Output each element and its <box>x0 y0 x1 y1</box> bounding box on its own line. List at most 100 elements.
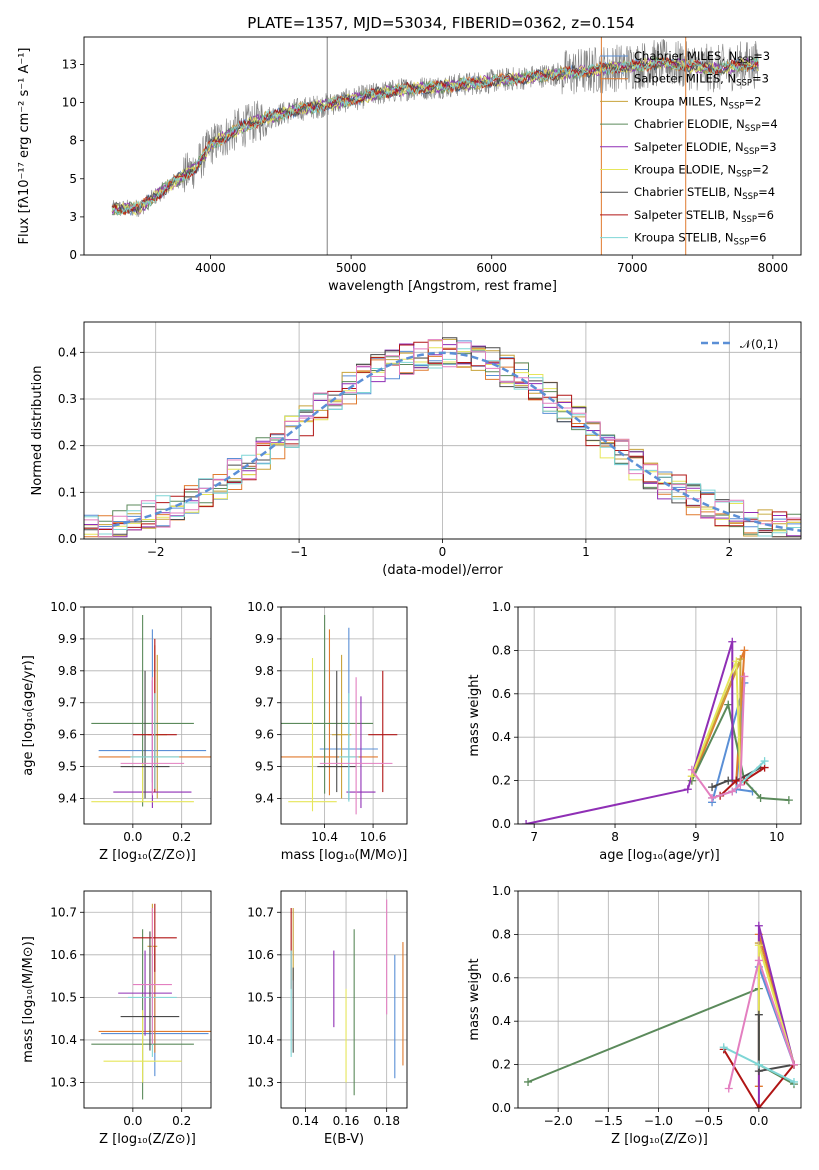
legend-label-text: Kroupa STELIB, N <box>634 231 734 245</box>
x-tick-label: 0.2 <box>172 1114 191 1128</box>
x-tick-label: −2 <box>147 545 165 559</box>
spectrum-xlabel: wavelength [Angstrom, rest frame] <box>328 279 557 294</box>
plus-marker <box>732 657 741 666</box>
mass-weight-vs-age-plot <box>522 637 793 824</box>
x-tick-label: −0.5 <box>694 1114 723 1128</box>
legend-label-text: Salpeter ELODIE, N <box>634 140 744 154</box>
y-tick-label: 0.4 <box>492 730 511 744</box>
mass-vs-Z-plot <box>91 903 211 1100</box>
y-tick-label: 0.4 <box>492 1014 511 1028</box>
age-vs-mass-frame <box>280 606 408 825</box>
plus-marker <box>683 785 692 794</box>
legend-label-suffix: =4 <box>758 185 775 199</box>
residual-histogram-xlabel: (data-model)/error <box>382 563 503 578</box>
gaussian-legend-label: 𝒩(0,1) <box>740 337 778 351</box>
mass-weight-vs-age-frame <box>517 606 802 825</box>
x-tick-label: 6000 <box>476 261 507 275</box>
legend-label-sub: SSP <box>729 101 745 111</box>
legend-label-suffix: =4 <box>761 117 778 131</box>
histogram-step <box>84 348 801 537</box>
x-tick-label: 7000 <box>617 261 648 275</box>
x-tick-label: 2 <box>725 545 733 559</box>
mass-vs-EBV-axes: 0.14 0.16 0.18 10.3 10.4 10.5 10.6 10.7 <box>247 891 407 1128</box>
plus-marker <box>728 637 737 646</box>
y-tick-label: 9.8 <box>58 664 77 678</box>
legend-label-sub: SSP <box>741 215 757 225</box>
y-tick-label: 10.4 <box>50 1033 77 1047</box>
plus-marker <box>724 1084 733 1093</box>
plus-marker <box>719 1043 728 1052</box>
legend-label-sub: SSP <box>744 147 760 157</box>
y-tick-label: 0.2 <box>492 1058 511 1072</box>
plus-marker <box>754 956 763 965</box>
y-tick-label: 8 <box>69 134 77 148</box>
y-tick-label: 0.8 <box>492 643 511 657</box>
legend-label-text: Salpeter MILES, N <box>634 72 736 86</box>
spectrum-legend: Chabrier MILES, NSSP=3 Salpeter MILES, N S… <box>600 49 778 248</box>
legend-label: Chabrier STELIB, NSSP=4 <box>634 185 775 202</box>
histogram-step <box>84 340 801 531</box>
mass-weight-vs-Z-axes: −2.0 −1.5 −1.0 −0.5 0.0 0.0 0.2 0.4 0.6 0.8 1.0 <box>492 884 801 1128</box>
x-tick-label: 5000 <box>336 261 367 275</box>
y-tick-label: 0.3 <box>58 392 77 406</box>
mass-weight-line <box>711 766 762 789</box>
legend-label: Chabrier MILES, NSSP=3 <box>634 49 770 66</box>
x-tick-label: 10 <box>769 830 784 844</box>
legend-label-suffix: =3 <box>752 72 769 86</box>
x-tick-label: −1.5 <box>594 1114 623 1128</box>
histogram-step <box>84 349 801 538</box>
model-fit-line <box>111 57 759 216</box>
residual-histogram-frame <box>83 321 802 540</box>
legend-label: Kroupa MILES, NSSP=2 <box>634 94 761 111</box>
mass-weight-line <box>527 987 795 1085</box>
histogram-step <box>84 341 801 535</box>
y-tick-label: 10.0 <box>50 600 77 614</box>
y-tick-label: 0.2 <box>492 774 511 788</box>
y-tick-label: 0.0 <box>492 817 511 831</box>
y-tick-label: 10.5 <box>247 990 274 1004</box>
legend-label-sub: SSP <box>734 238 750 248</box>
mass-vs-EBV-frame <box>280 890 408 1109</box>
plus-marker <box>754 921 763 930</box>
plus-marker <box>687 765 696 774</box>
age-vs-mass-axes: 10.4 10.6 9.4 9.5 9.6 9.7 9.8 9.9 10.0 <box>247 600 407 844</box>
legend-label-suffix: =2 <box>744 94 761 108</box>
y-tick-label: 9.5 <box>255 760 274 774</box>
plus-marker <box>708 783 717 792</box>
spectrum-axes: 4000 5000 6000 7000 8000 0 3 5 8 10 13 <box>62 57 788 275</box>
figure-title: PLATE=1357, MJD=53034, FIBERID=0362, z=0… <box>247 14 634 32</box>
spectrum-frame <box>83 36 802 256</box>
x-tick-label: 0 <box>439 545 447 559</box>
legend-label: Chabrier ELODIE, NSSP=4 <box>634 117 778 134</box>
x-tick-label: 0.0 <box>123 830 142 844</box>
plus-marker <box>760 757 769 766</box>
x-tick-label: 0.18 <box>373 1114 400 1128</box>
x-tick-label: 8000 <box>758 261 789 275</box>
y-tick-label: 1.0 <box>492 884 511 898</box>
mass-weight-vs-age-xlabel: age [log₁₀(age/yr)] <box>599 848 720 863</box>
mass-vs-Z-ylabel: mass [log₁₀(M/M⊙)] <box>21 936 36 1063</box>
y-tick-label: 0.6 <box>492 971 511 985</box>
plus-marker <box>724 776 733 785</box>
age-vs-Z-plot <box>91 614 211 809</box>
age-vs-mass-xlabel: mass [log₁₀(M/M⊙)] <box>281 848 408 863</box>
mass-weight-vs-Z-ylabel: mass weight <box>467 958 482 1040</box>
gaussian-legend: 𝒩(0,1) <box>701 337 778 351</box>
gaussian-curve <box>112 351 801 533</box>
y-tick-label: 10.7 <box>50 905 77 919</box>
x-tick-label: 8 <box>611 830 619 844</box>
x-tick-label: 0.2 <box>172 830 191 844</box>
y-tick-label: 10.6 <box>247 948 274 962</box>
plus-marker <box>754 941 763 950</box>
y-tick-label: 10.5 <box>50 990 77 1004</box>
plus-marker <box>756 793 765 802</box>
mass-weight-line <box>525 641 734 824</box>
y-tick-label: 9.9 <box>255 632 274 646</box>
y-tick-label: 0.8 <box>492 927 511 941</box>
spectrum-plot <box>111 37 759 255</box>
legend-label-text: Chabrier ELODIE, N <box>634 117 745 131</box>
x-tick-label: 7 <box>530 830 538 844</box>
x-tick-label: 10.6 <box>360 830 387 844</box>
mass-weight-vs-Z-plot <box>524 921 798 1108</box>
